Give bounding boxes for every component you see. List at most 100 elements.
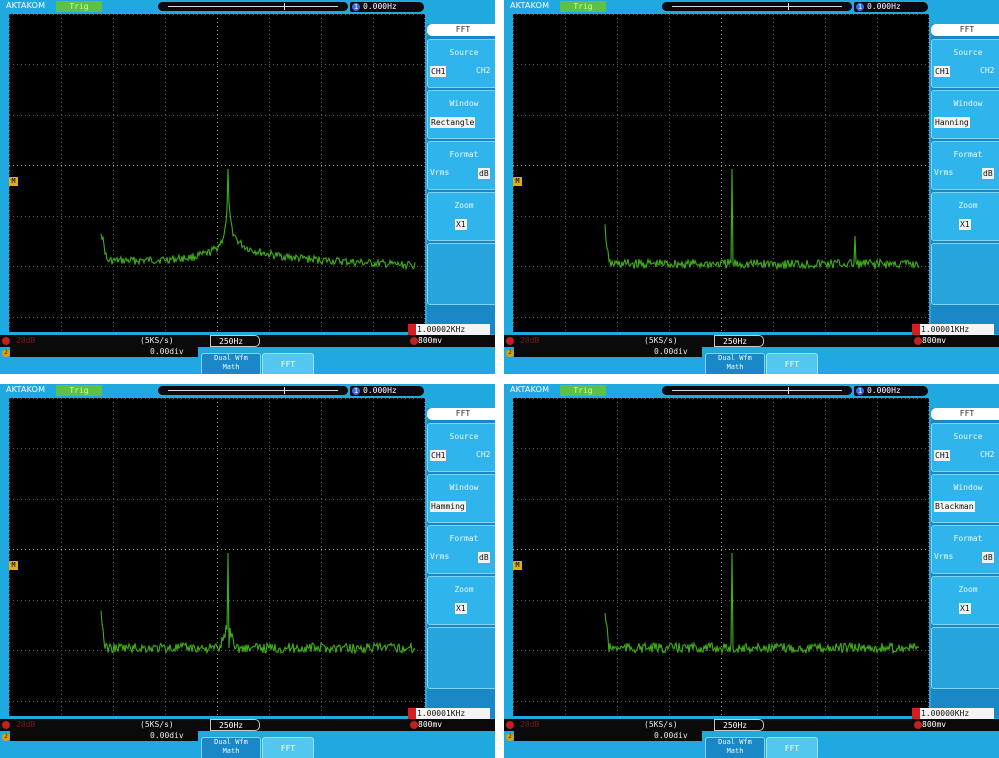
dual-wfm-math-button[interactable]: Dual Wfm Math [705,353,765,374]
format-option-db[interactable]: dB [982,168,994,179]
waveform-display[interactable]: M [513,14,929,332]
window-menu-button[interactable]: Window Hanning [931,90,999,139]
trigger-level: 800mv [922,720,947,729]
waveform-display[interactable]: M [9,398,425,716]
sample-rate: (5KS/s) [140,720,174,729]
trigger-frequency-value: 0.000Hz [867,2,901,11]
trigger-level: 800mv [418,720,443,729]
zoom-menu-button[interactable]: Zoom X1 [427,192,495,241]
dual-wfm-math-button[interactable]: Dual Wfm Math [201,353,261,374]
channel-1-icon [506,337,514,345]
memory-position-bar[interactable] [662,386,852,395]
source-option-ch1[interactable]: CH1 [430,450,447,461]
source-option-ch1[interactable]: CH1 [934,66,951,77]
math-label: Math [222,363,240,371]
format-menu-button[interactable]: Format Vrms dB [427,525,495,574]
waveform-display[interactable]: M [9,14,425,332]
scope-panel-rectangle: AKTAKOM Trig 1 0.000Hz M FFT Source CH1 … [0,0,495,374]
zoom-menu-button[interactable]: Zoom X1 [931,192,999,241]
format-option-db[interactable]: dB [982,552,994,563]
math-label: Math [726,747,744,755]
offset-area: 0.00div [10,347,198,357]
zoom-value[interactable]: X1 [959,219,971,230]
channel-1-circle-icon: 1 [856,387,864,395]
memory-position-bar[interactable] [158,2,348,11]
source-menu-button[interactable]: Source CH1 CH2 [931,39,999,88]
format-label: Format [449,150,479,159]
fft-menu-title: FFT [427,24,495,36]
window-menu-button[interactable]: Window Rectangle [427,90,495,139]
status-bar: AKTAKOM Trig 1 0.000Hz [504,0,999,14]
zoom-menu-button[interactable]: Zoom X1 [427,576,495,625]
dual-wfm-math-button[interactable]: Dual Wfm Math [705,737,765,758]
channel-2-icon: 2 [506,733,514,741]
math-label: Math [222,747,240,755]
fft-button[interactable]: FFT [766,353,818,374]
format-label: Format [449,534,479,543]
source-menu-button[interactable]: Source CH1 CH2 [427,39,495,88]
format-label: Format [953,150,983,159]
format-option-vrms[interactable]: Vrms [430,168,450,177]
waveform-display[interactable]: M [513,398,929,716]
source-option-ch2[interactable]: CH2 [476,66,491,75]
zoom-label: Zoom [454,201,474,210]
zoom-value[interactable]: X1 [455,603,467,614]
window-menu-button[interactable]: Window Blackman [931,474,999,523]
window-value[interactable]: Rectangle [430,117,476,128]
trigger-frequency-readout: 1 0.000Hz [854,2,928,12]
source-menu-button[interactable]: Source CH1 CH2 [427,423,495,472]
fft-button[interactable]: FFT [262,737,314,758]
fft-spectrum-plot [9,398,425,715]
window-label: Window [449,99,479,108]
format-option-vrms[interactable]: Vrms [430,552,450,561]
memory-position-bar[interactable] [158,386,348,395]
offset-divisions: 0.00div [654,731,688,740]
channel-1-scale: 20dB [520,720,540,729]
source-option-ch2[interactable]: CH2 [980,66,995,75]
format-option-db[interactable]: dB [478,552,490,563]
window-menu-button[interactable]: Window Hamming [427,474,495,523]
source-label: Source [449,48,479,57]
window-value[interactable]: Hamming [430,501,466,512]
fft-menu: FFT Source CH1 CH2 Window Rectangle Form… [427,24,495,334]
format-label: Format [953,534,983,543]
fft-button[interactable]: FFT [766,737,818,758]
trigger-frequency-readout: 1 0.000Hz [350,2,424,12]
format-option-vrms[interactable]: Vrms [934,552,954,561]
zoom-value[interactable]: X1 [959,603,971,614]
math-marker-icon: M [9,561,18,570]
source-option-ch1[interactable]: CH1 [934,450,951,461]
dual-wfm-label: Dual Wfm [214,738,248,746]
status-bar: AKTAKOM Trig 1 0.000Hz [0,0,495,14]
zoom-label: Zoom [454,585,474,594]
status-bar: AKTAKOM Trig 1 0.000Hz [0,384,495,398]
window-value[interactable]: Hanning [934,117,970,128]
format-menu-button[interactable]: Format Vrms dB [931,141,999,190]
fft-button[interactable]: FFT [262,353,314,374]
dual-wfm-label: Dual Wfm [718,354,752,362]
source-option-ch1[interactable]: CH1 [430,66,447,77]
offset-divisions: 0.00div [150,347,184,356]
fft-spectrum-trace [604,552,920,655]
dual-wfm-label: Dual Wfm [718,738,752,746]
zoom-value[interactable]: X1 [455,219,467,230]
format-menu-button[interactable]: Format Vrms dB [931,525,999,574]
fft-spectrum-plot [9,14,425,331]
fft-menu: FFT Source CH1 CH2 Window Hamming Format… [427,408,495,718]
fft-menu-title: FFT [931,408,999,420]
trigger-status-badge: Trig [560,385,606,396]
zoom-menu-button[interactable]: Zoom X1 [931,576,999,625]
window-value[interactable]: Blackman [934,501,975,512]
source-option-ch2[interactable]: CH2 [980,450,995,459]
source-option-ch2[interactable]: CH2 [476,450,491,459]
dual-wfm-math-button[interactable]: Dual Wfm Math [201,737,261,758]
channel-1-circle-icon: 1 [352,387,360,395]
channel-1-icon [2,337,10,345]
memory-position-bar[interactable] [662,2,852,11]
fft-menu: FFT Source CH1 CH2 Window Hanning Format… [931,24,999,334]
format-option-db[interactable]: dB [478,168,490,179]
format-menu-button[interactable]: Format Vrms dB [427,141,495,190]
fft-menu-title: FFT [427,408,495,420]
format-option-vrms[interactable]: Vrms [934,168,954,177]
source-menu-button[interactable]: Source CH1 CH2 [931,423,999,472]
